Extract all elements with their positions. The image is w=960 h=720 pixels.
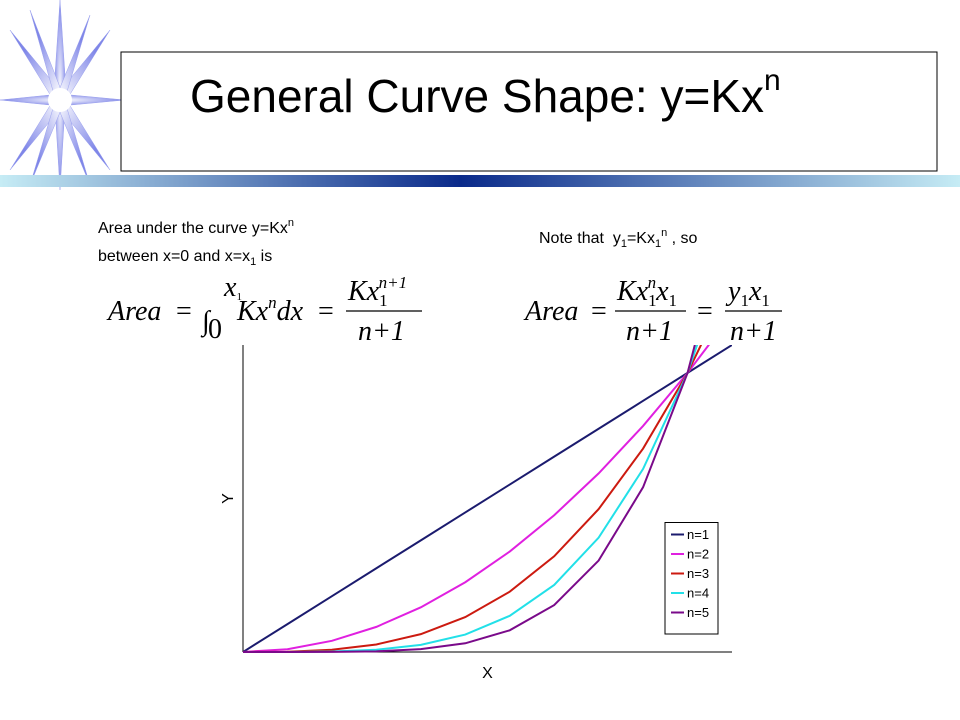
sup: n <box>268 293 277 312</box>
title-box <box>120 51 938 172</box>
text: between x=0 and x=x <box>98 248 250 265</box>
sub: 1 <box>379 291 388 310</box>
equation-2: Area = Kx1nx1 n+1 = y1x1 n+1 <box>523 273 782 347</box>
sub: 1 <box>621 238 627 250</box>
series-line <box>243 345 696 653</box>
legend-box <box>664 522 719 635</box>
eq-numerator: Kx1nx1 <box>616 273 677 310</box>
series-line <box>243 345 732 653</box>
sub: 1 <box>250 256 256 268</box>
legend-label: n=2 <box>687 547 709 562</box>
eq-upper: x1 <box>223 272 242 303</box>
note-right: Note that y1=Kx1n , so <box>539 227 698 250</box>
t: Kx <box>616 276 649 307</box>
eq-denominator: n+1 <box>626 316 673 347</box>
plot-area <box>243 345 732 653</box>
sub: 1 <box>648 291 657 310</box>
text: =Kx <box>627 230 655 247</box>
note-left-2: between x=0 and x=x1 is <box>98 248 272 268</box>
t: x <box>655 276 669 307</box>
sub: 1 <box>761 291 770 310</box>
eq-denominator: n+1 <box>358 316 405 347</box>
series-line <box>243 345 710 653</box>
eq-denominator: n+1 <box>730 316 777 347</box>
sup: n <box>288 217 294 229</box>
eq-equals: = <box>176 296 192 327</box>
legend-label: n=4 <box>687 586 709 601</box>
sup: n <box>661 227 667 239</box>
t: y <box>725 276 741 307</box>
sub: 1 <box>740 291 749 310</box>
equation-1: Area = ∫ x1 0 Kxndx = Kx1n+1 n+1 <box>106 272 422 347</box>
text: is <box>256 248 272 265</box>
series-line <box>243 345 703 653</box>
eq-integrand: Kxndx <box>236 293 304 327</box>
eq-integral: ∫ <box>200 306 212 338</box>
divider-bar <box>0 175 960 187</box>
eq-lhs: Area <box>523 296 578 327</box>
title-text: General Curve Shape: y=Kx <box>190 70 764 122</box>
sub: 1 <box>236 291 242 303</box>
legend-label: n=1 <box>687 527 709 542</box>
note-left-1: Area under the curve y=Kxn <box>98 217 294 237</box>
text: , so <box>667 230 697 247</box>
starburst <box>0 0 126 191</box>
sub: 1 <box>655 238 661 250</box>
sup: n <box>648 273 657 292</box>
eq-equals: = <box>591 296 607 327</box>
sub: 1 <box>669 291 678 310</box>
slide-title: General Curve Shape: y=Kxn <box>190 64 781 122</box>
legend-label: n=5 <box>687 605 709 620</box>
eq-numerator: y1x1 <box>725 276 770 310</box>
t: dx <box>277 296 304 327</box>
eq-lower: 0 <box>208 314 222 345</box>
eq-lhs: Area <box>106 296 161 327</box>
text: Note that y <box>539 230 621 247</box>
sup: n+1 <box>379 273 407 292</box>
t: Kx <box>347 276 380 307</box>
y-axis-label: Y <box>220 493 237 504</box>
eq-numerator: Kx1n+1 <box>347 273 407 310</box>
legend-label: n=3 <box>687 566 709 581</box>
x-axis-label: X <box>482 665 493 682</box>
legend: n=1 n=2 n=3 n=4 n=5 <box>664 522 719 635</box>
t: Kx <box>236 296 269 327</box>
eq-equals: = <box>318 296 334 327</box>
t: x <box>748 276 762 307</box>
text: Area under the curve y=Kx <box>98 220 288 237</box>
t: x <box>223 272 237 303</box>
eq-equals: = <box>697 296 713 327</box>
title-sup: n <box>764 64 781 97</box>
chart: X Yn=1 n=2 n=3 n=4 n=5 <box>220 345 732 682</box>
